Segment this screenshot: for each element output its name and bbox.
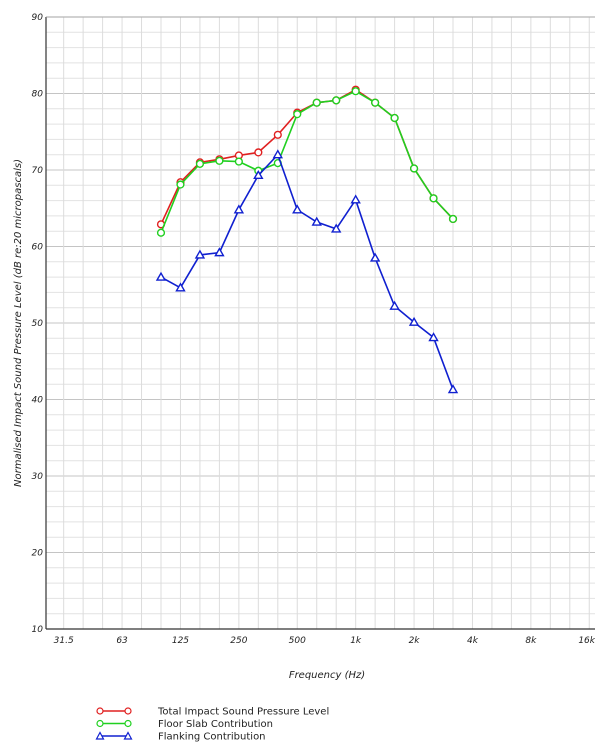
- x-tick-label: 31.5: [54, 636, 74, 646]
- data-point: [409, 164, 419, 173]
- x-tick-label: 500: [289, 636, 306, 646]
- legend-marker: [123, 731, 133, 740]
- data-point: [292, 204, 303, 214]
- series-3: [155, 149, 459, 394]
- data-point: [293, 110, 302, 119]
- legend-entry: Flanking Contribution: [95, 731, 266, 743]
- x-tick-label: 4k: [467, 636, 479, 646]
- y-tick-label: 40: [32, 396, 44, 406]
- data-point: [155, 271, 167, 281]
- x-tick-label: 1k: [350, 636, 362, 646]
- x-tick-label: 250: [230, 636, 247, 646]
- y-tick-label: 90: [32, 13, 44, 23]
- data-point: [447, 384, 459, 394]
- data-point: [195, 159, 205, 168]
- data-point: [311, 216, 322, 226]
- legend-entry: Total Impact Sound Pressure Level: [96, 707, 329, 718]
- axes: [45, 16, 595, 630]
- legend-marker: [124, 707, 132, 715]
- data-point: [312, 98, 321, 107]
- legend-label: Floor Slab Contribution: [158, 719, 273, 730]
- x-axis-label: Frequency (Hz): [289, 670, 365, 681]
- data-point: [371, 98, 380, 107]
- legend-marker: [96, 719, 104, 728]
- data-point: [215, 156, 224, 165]
- x-tick-labels: 31.5 63 125 250 500 1k 2k 4k 8k 16k: [54, 636, 595, 646]
- y-tick-label: 70: [32, 166, 44, 176]
- series-line: [160, 90, 454, 234]
- y-tick-labels: 10 20 30 40 50 60 70 80 90: [32, 13, 44, 635]
- data-point: [330, 223, 342, 233]
- data-point: [253, 169, 264, 180]
- y-tick-label: 10: [32, 625, 44, 635]
- data-point: [272, 149, 284, 159]
- y-axis-label: Normalised Impact Sound Pressure Level (…: [13, 159, 24, 487]
- data-point: [273, 130, 282, 139]
- data-point: [351, 87, 360, 96]
- data-point: [448, 214, 458, 224]
- legend-marker: [96, 707, 104, 715]
- data-point: [176, 180, 185, 189]
- data-point: [214, 247, 225, 257]
- data-point: [408, 316, 420, 326]
- data-point: [254, 148, 263, 157]
- data-point: [156, 228, 166, 237]
- x-tick-label: 63: [116, 636, 128, 646]
- data-point: [234, 157, 243, 166]
- y-tick-label: 50: [32, 319, 44, 329]
- data-point: [332, 96, 341, 105]
- legend-marker: [95, 731, 105, 740]
- legend-entry: Floor Slab Contribution: [96, 719, 273, 730]
- y-tick-label: 80: [32, 90, 44, 100]
- series-2: [156, 87, 458, 237]
- data-point: [175, 282, 186, 292]
- y-tick-label: 20: [32, 549, 44, 559]
- grid: [46, 16, 595, 630]
- data-point: [429, 194, 438, 203]
- y-tick-label: 60: [32, 243, 44, 253]
- data-point: [233, 204, 245, 214]
- legend-label: Total Impact Sound Pressure Level: [157, 707, 329, 718]
- x-tick-label: 125: [172, 636, 189, 646]
- data-point: [390, 113, 399, 123]
- series-layer: [155, 85, 459, 394]
- data-point: [389, 300, 400, 310]
- y-tick-label: 30: [32, 472, 44, 482]
- x-tick-label: 8k: [525, 636, 537, 646]
- series-line: [160, 153, 454, 390]
- data-point: [428, 332, 439, 342]
- x-tick-label: 16k: [578, 636, 595, 646]
- data-point: [194, 249, 206, 259]
- data-point: [350, 194, 361, 204]
- x-tick-label: 2k: [409, 636, 421, 646]
- legend-marker: [124, 719, 132, 728]
- legend-label: Flanking Contribution: [158, 732, 266, 743]
- data-point: [369, 252, 381, 262]
